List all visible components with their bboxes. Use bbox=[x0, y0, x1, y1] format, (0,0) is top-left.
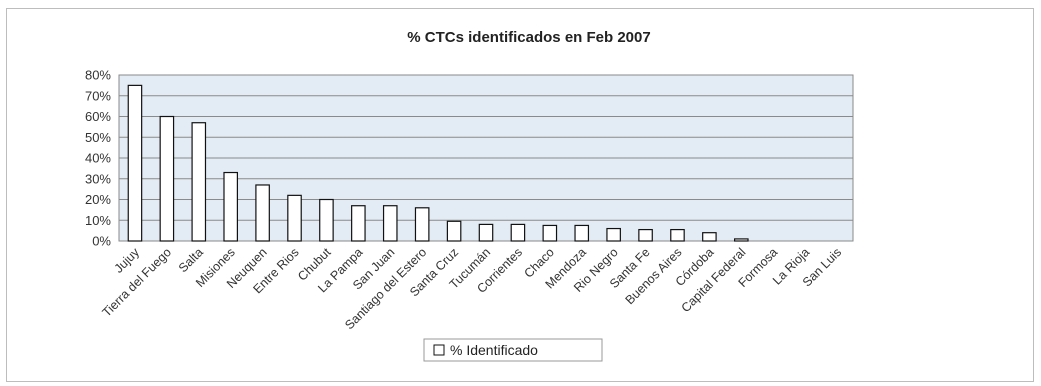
bar bbox=[255, 184, 270, 242]
y-tick-label: 70% bbox=[85, 88, 111, 103]
y-tick-label: 50% bbox=[85, 130, 111, 145]
bar bbox=[702, 232, 717, 242]
legend-box bbox=[423, 338, 603, 362]
legend-swatch bbox=[433, 344, 445, 356]
bar bbox=[319, 198, 334, 242]
legend: % Identificado bbox=[423, 338, 603, 362]
bars bbox=[127, 84, 749, 242]
bar bbox=[670, 228, 685, 242]
bar bbox=[159, 115, 175, 242]
bar bbox=[351, 205, 366, 242]
bar bbox=[191, 122, 207, 242]
y-tick-label: 0% bbox=[92, 234, 111, 249]
bar bbox=[606, 227, 621, 242]
y-tick-label: 20% bbox=[85, 192, 111, 207]
bar bbox=[478, 223, 494, 242]
chart-frame: % CTCs identificados en Feb 2007 0% 10% 20… bbox=[6, 8, 1034, 382]
y-tick-label: 40% bbox=[85, 151, 111, 166]
y-tick-label: 80% bbox=[85, 68, 111, 83]
bar bbox=[414, 207, 430, 242]
bar bbox=[382, 205, 398, 242]
bar bbox=[734, 238, 749, 242]
bar-chart: % CTCs identificados en Feb 2007 0% 10% 20… bbox=[85, 29, 854, 362]
bar bbox=[510, 223, 526, 242]
bar bbox=[574, 224, 590, 242]
legend-label: % Identificado bbox=[450, 342, 538, 358]
bar bbox=[542, 224, 558, 242]
y-tick-label: 60% bbox=[85, 109, 111, 124]
bar bbox=[446, 220, 462, 242]
y-axis-ticks: 0% 10% 20% 30% 40% 50% 60% 70% 80% bbox=[85, 68, 111, 249]
bar bbox=[127, 84, 143, 242]
gridlines bbox=[119, 74, 853, 242]
y-tick-label: 10% bbox=[85, 213, 111, 228]
y-tick-label: 30% bbox=[85, 171, 111, 186]
bar bbox=[223, 171, 238, 242]
bar bbox=[287, 194, 302, 242]
chart-title: % CTCs identificados en Feb 2007 bbox=[407, 29, 650, 46]
bar bbox=[638, 228, 653, 242]
